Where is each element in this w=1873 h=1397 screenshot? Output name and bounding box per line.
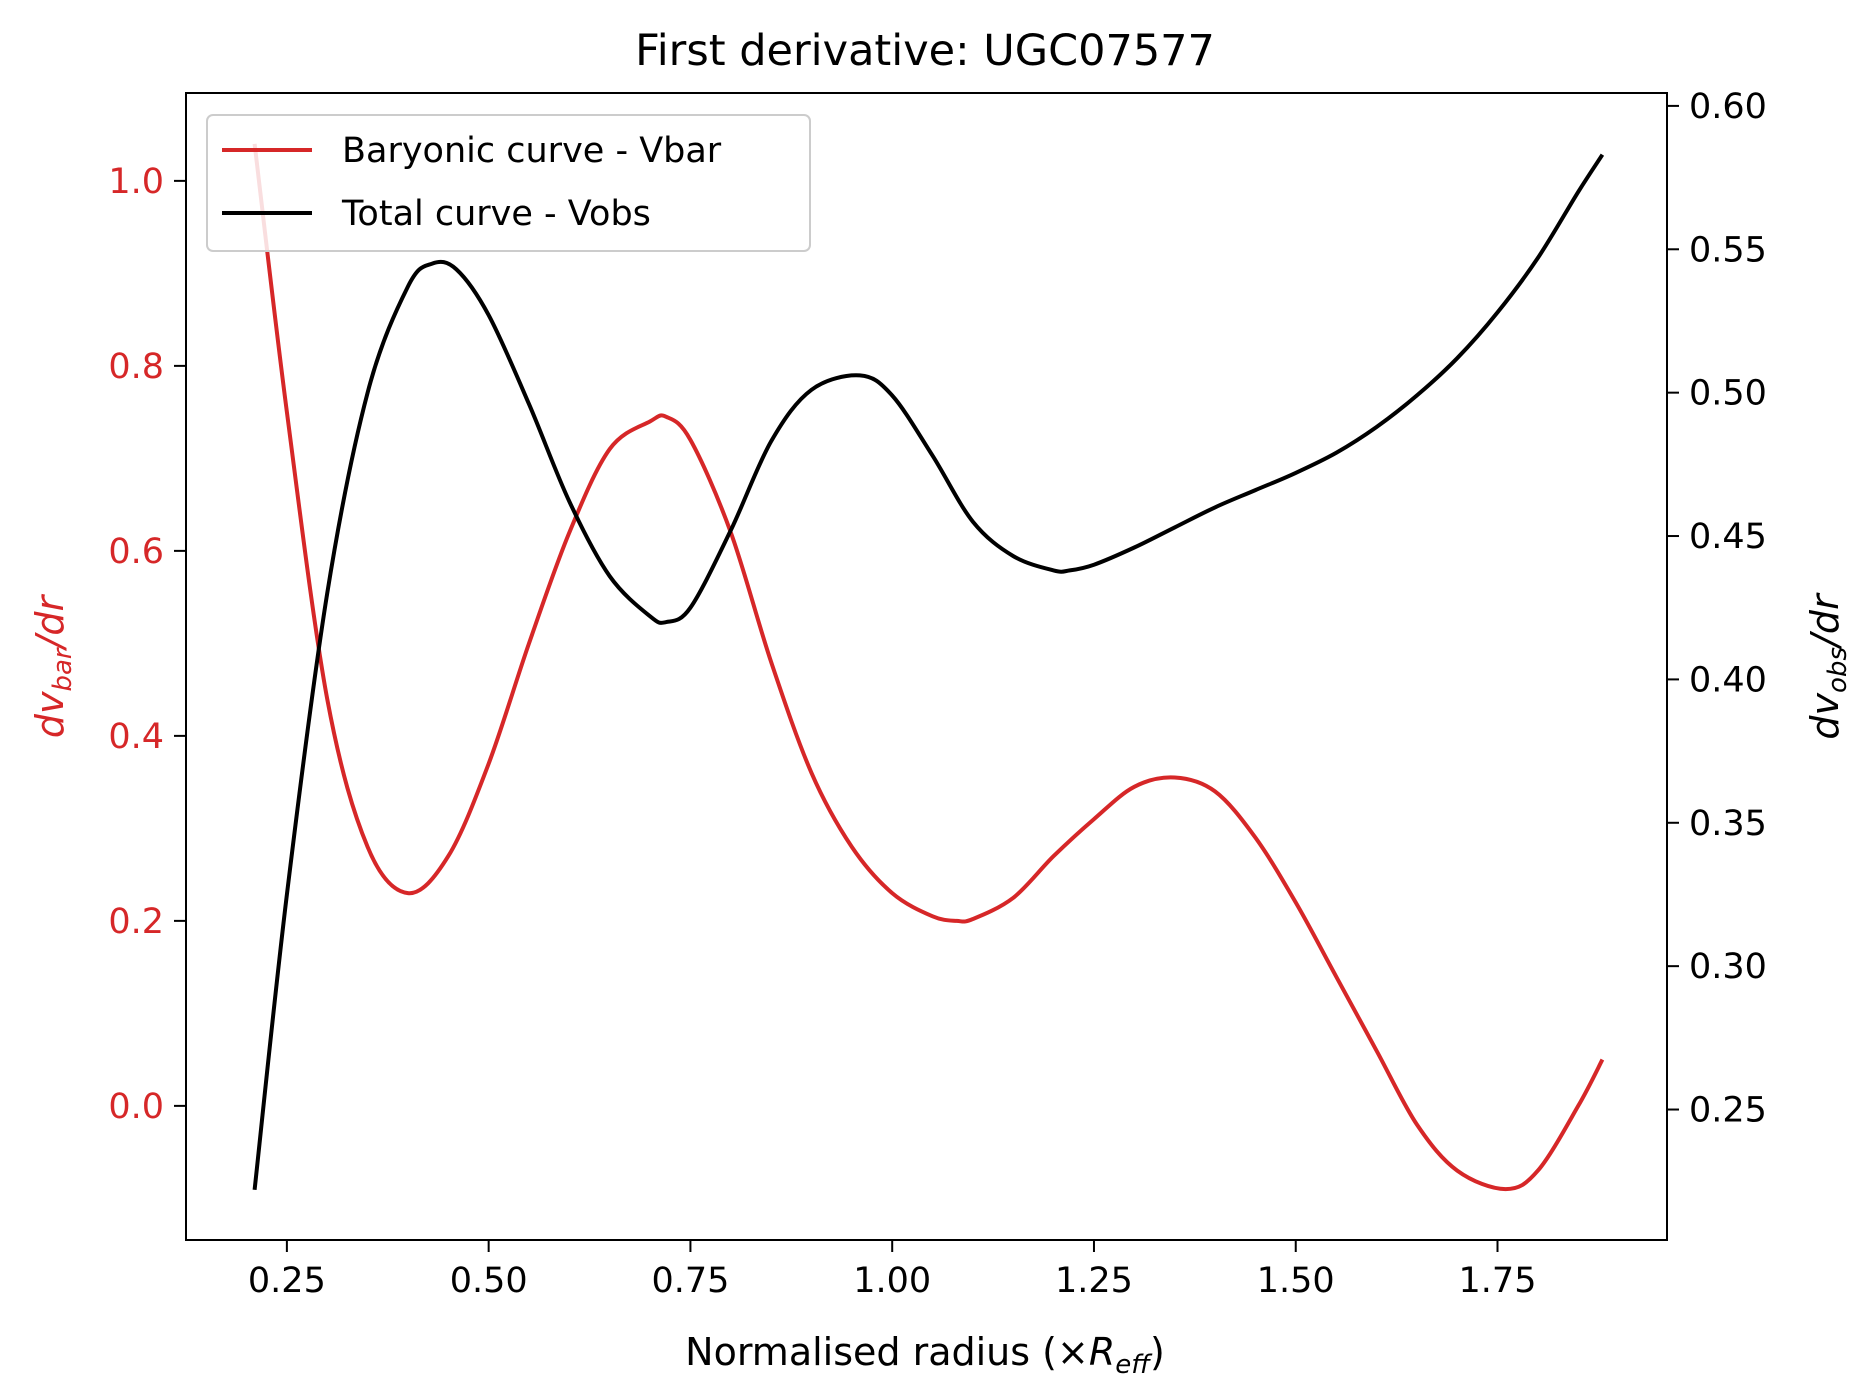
- right-y-axis-ticks: 0.25 0.30 0.35 0.40 0.45 0.50 0.55 0.60: [1667, 87, 1767, 1131]
- left-y-tick-label: 0.6: [108, 532, 164, 572]
- left-y-tick-label: 0.8: [108, 347, 164, 387]
- legend-label-baryonic: Baryonic curve - Vbar: [342, 131, 722, 171]
- x-tick-label: 0.50: [450, 1261, 528, 1301]
- right-y-tick-label: 0.45: [1689, 517, 1767, 557]
- right-y-tick-label: 0.25: [1689, 1091, 1767, 1131]
- right-y-tick-label: 0.60: [1689, 87, 1767, 127]
- x-axis-label: Normalised radius (×Reff): [685, 1330, 1165, 1380]
- left-y-axis-label: dvbar/dr: [28, 593, 78, 738]
- left-y-tick-label: 0.2: [108, 902, 164, 942]
- x-tick-label: 0.25: [248, 1261, 326, 1301]
- left-y-axis-ticks: 0.0 0.2 0.4 0.6 0.8 1.0: [108, 162, 186, 1127]
- legend: Baryonic curve - Vbar Total curve - Vobs: [206, 114, 811, 252]
- left-y-tick-label: 1.0: [108, 162, 164, 202]
- right-y-axis-label: dvobs/dr: [1803, 592, 1853, 740]
- right-y-tick-label: 0.50: [1689, 374, 1767, 414]
- plot-frame: [185, 92, 1668, 1241]
- legend-box: [206, 114, 811, 252]
- right-y-tick-label: 0.55: [1689, 230, 1767, 270]
- x-axis-ticks: 0.25 0.50 0.75 1.00 1.25 1.50 1.75: [248, 1240, 1537, 1301]
- left-y-tick-label: 0.0: [108, 1087, 164, 1127]
- series-lines: [252, 143, 1605, 1192]
- right-y-tick-label: 0.35: [1689, 804, 1767, 844]
- x-tick-label: 1.25: [1055, 1261, 1133, 1301]
- right-y-tick-label: 0.30: [1689, 947, 1767, 987]
- series-line-total: [252, 153, 1605, 1191]
- x-tick-label: 1.00: [853, 1261, 931, 1301]
- x-tick-label: 0.75: [651, 1261, 729, 1301]
- chart-title: First derivative: UGC07577: [635, 26, 1215, 76]
- x-tick-label: 1.50: [1257, 1261, 1335, 1301]
- left-y-tick-label: 0.4: [108, 717, 164, 757]
- legend-label-total: Total curve - Vobs: [341, 194, 651, 234]
- x-tick-label: 1.75: [1459, 1261, 1537, 1301]
- right-y-tick-label: 0.40: [1689, 660, 1767, 700]
- series-line-baryonic: [252, 143, 1605, 1192]
